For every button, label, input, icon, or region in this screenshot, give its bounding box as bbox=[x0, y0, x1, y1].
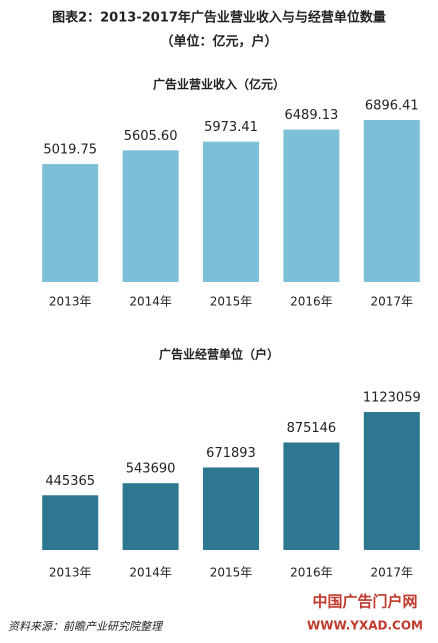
data-label: 6896.41 bbox=[365, 99, 419, 114]
chart-title: 广告业营业收入（亿元） bbox=[153, 77, 285, 92]
x-tick-label: 2013年 bbox=[49, 566, 92, 580]
x-tick-label: 2015年 bbox=[210, 295, 253, 309]
chart-title: 广告业经营单位（户） bbox=[159, 347, 279, 362]
bar bbox=[363, 120, 420, 282]
watermark-url: WWW.YXAD.COM bbox=[307, 619, 423, 633]
bar bbox=[283, 129, 340, 282]
data-label: 6489.13 bbox=[285, 108, 339, 123]
data-label: 671893 bbox=[206, 446, 256, 461]
data-label: 445365 bbox=[45, 474, 95, 489]
source: 资料来源：前瞻产业研究院整理 bbox=[8, 620, 164, 633]
x-tick-label: 2014年 bbox=[129, 295, 172, 309]
page-title: 图表2：2013-2017年广告业营业收入与与经营单位数量 bbox=[52, 10, 386, 26]
bar bbox=[203, 467, 259, 550]
data-label: 5973.41 bbox=[204, 120, 258, 135]
data-label: 1123059 bbox=[363, 391, 421, 406]
x-tick-label: 2014年 bbox=[129, 566, 172, 580]
watermark-name: 中国广告门户网 bbox=[312, 593, 417, 611]
x-tick-label: 2013年 bbox=[49, 295, 92, 309]
data-label: 875146 bbox=[287, 421, 337, 436]
data-label: 543690 bbox=[126, 462, 176, 477]
bar bbox=[283, 442, 340, 550]
x-tick-label: 2017年 bbox=[371, 566, 414, 580]
data-label: 5019.75 bbox=[43, 143, 97, 158]
page-subtitle: （单位：亿元，户） bbox=[160, 34, 277, 50]
bar bbox=[42, 495, 99, 550]
x-tick-label: 2017年 bbox=[371, 295, 414, 309]
bar bbox=[122, 483, 179, 550]
bar bbox=[122, 150, 179, 282]
x-tick-label: 2016年 bbox=[290, 295, 333, 309]
data-label: 5605.60 bbox=[124, 129, 178, 144]
bar bbox=[42, 164, 99, 282]
x-tick-label: 2016年 bbox=[290, 566, 333, 580]
bar bbox=[203, 141, 259, 282]
bar bbox=[363, 412, 420, 550]
x-tick-label: 2015年 bbox=[210, 566, 253, 580]
